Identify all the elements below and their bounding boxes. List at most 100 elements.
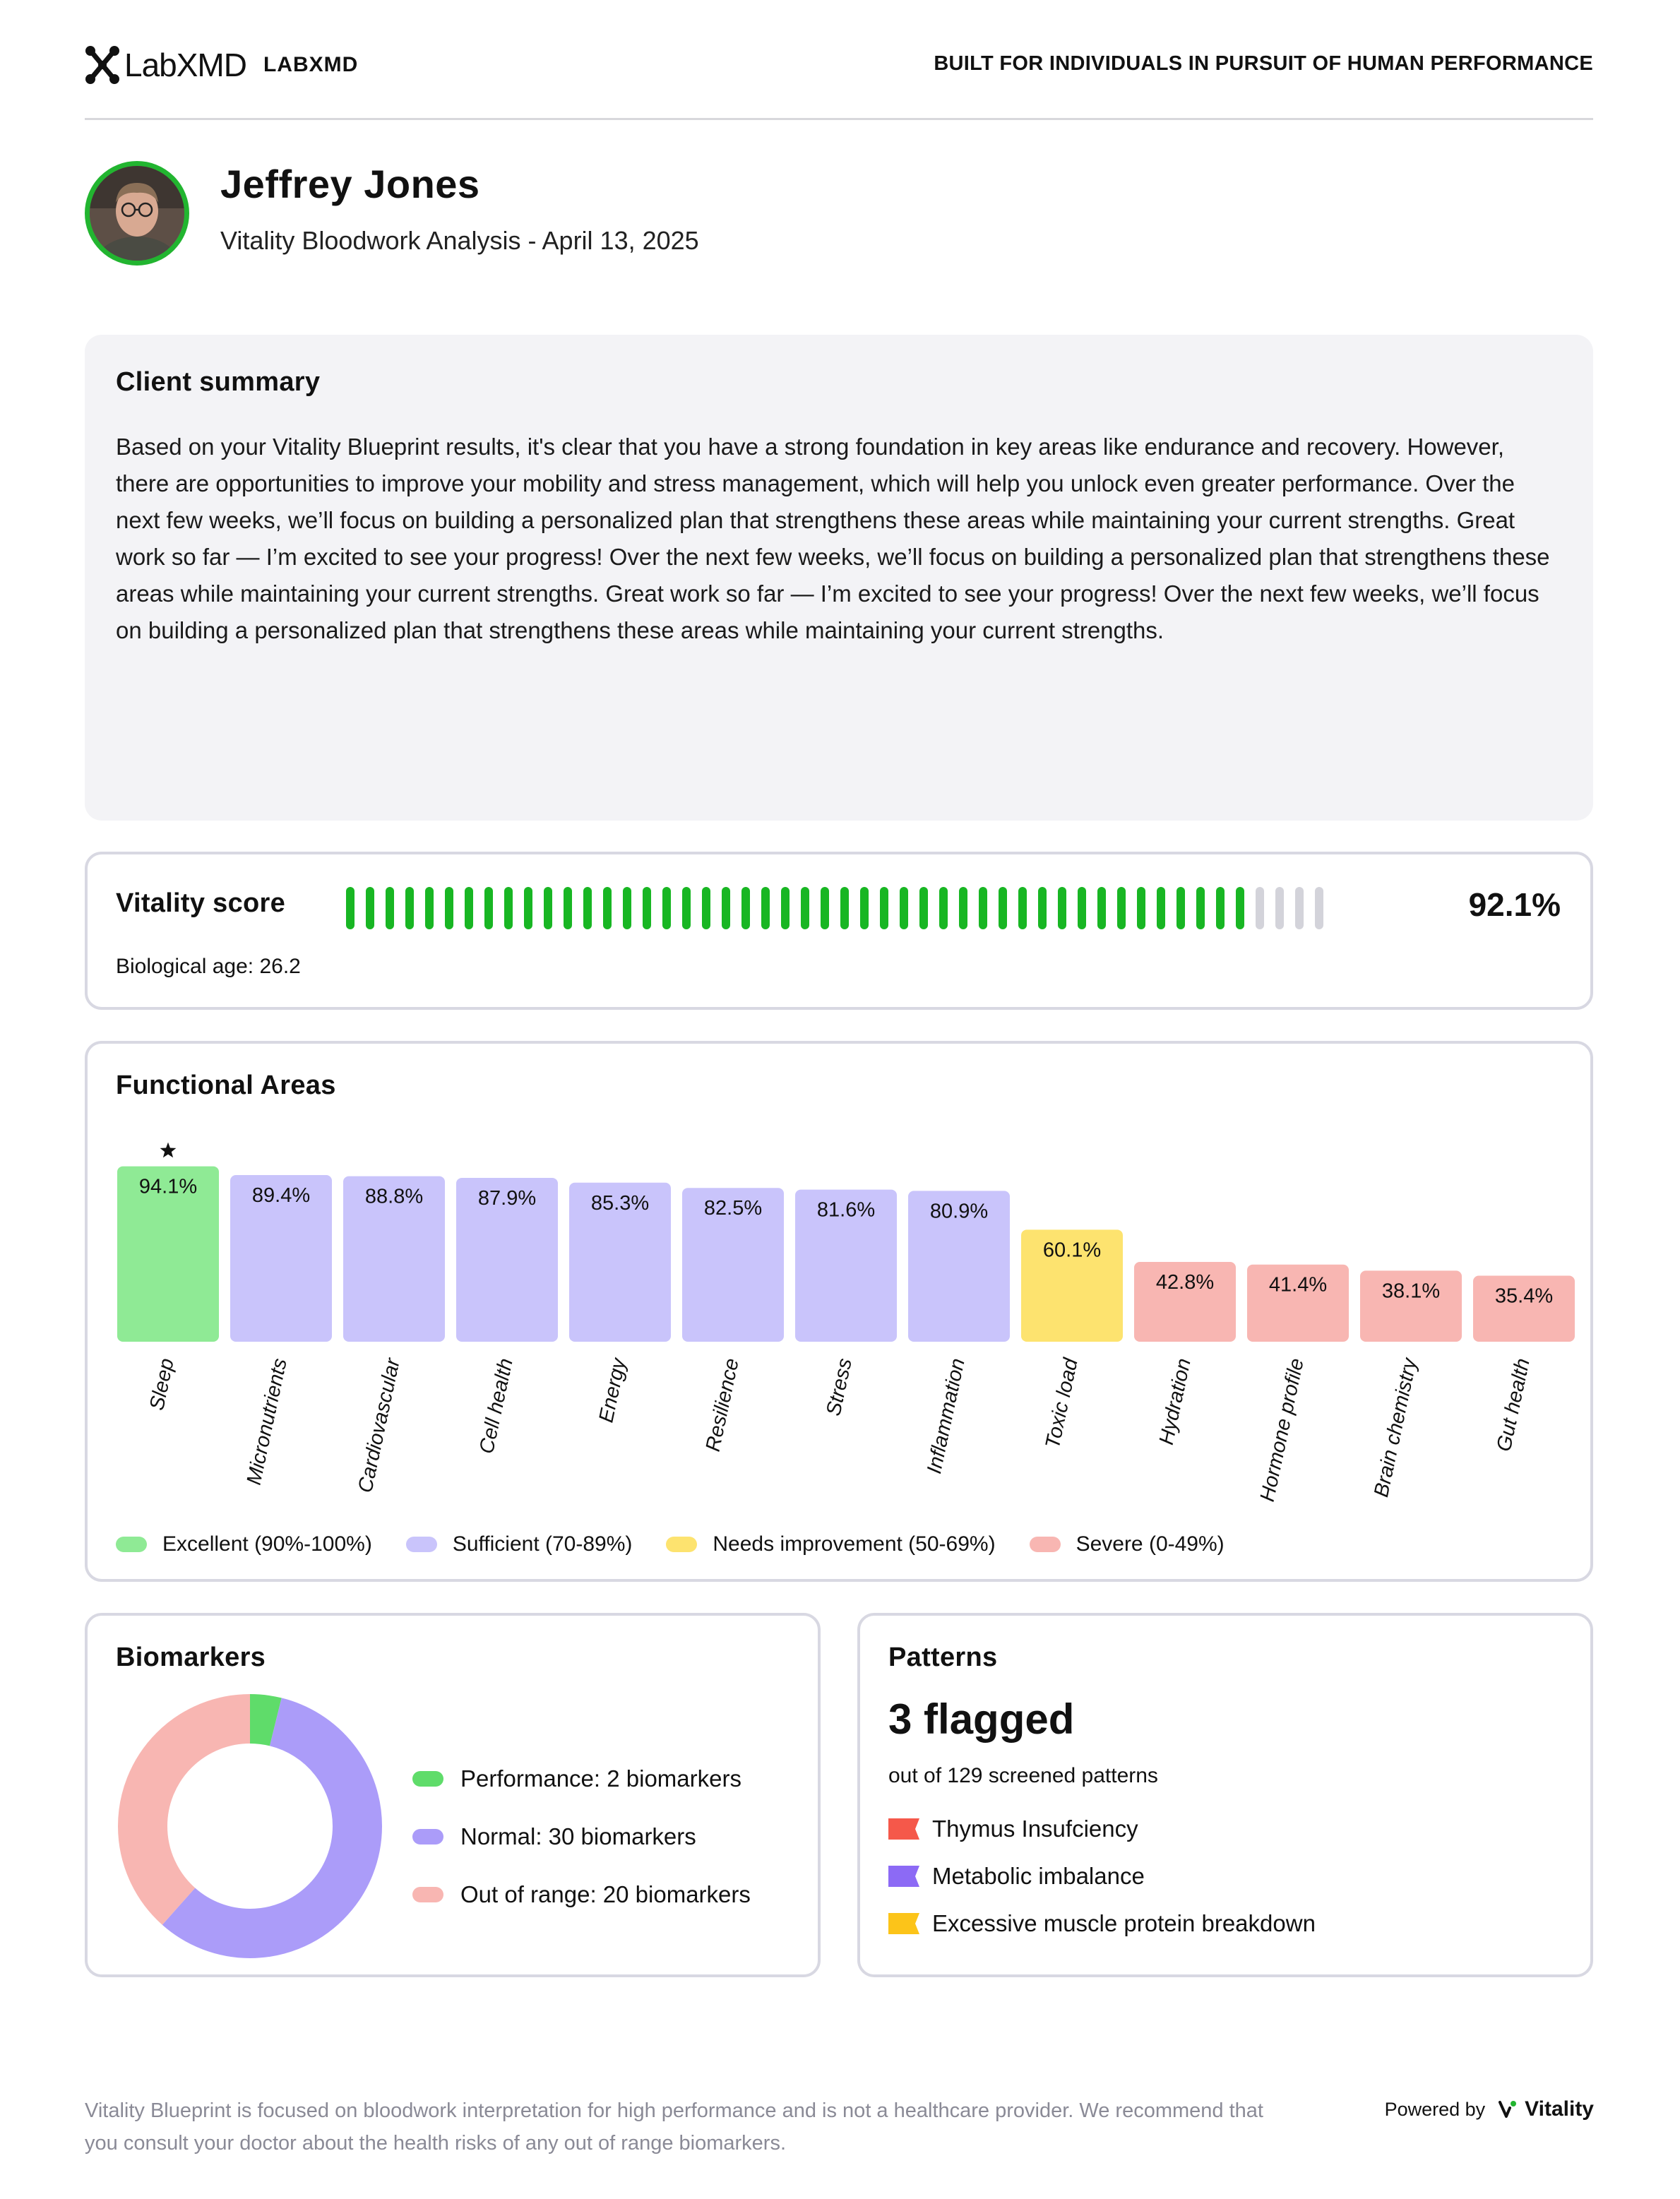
vitality-meter-tick (1315, 887, 1323, 929)
category-label: Hydration (1155, 1357, 1196, 1447)
vitality-logo-icon (1499, 2101, 1517, 2118)
category-label: Inflammation (923, 1357, 970, 1476)
legend-swatch (405, 1537, 437, 1552)
biomarker-legend-label: Out of range: 20 biomarkers (460, 1881, 751, 1907)
biomarker-legend-label: Normal: 30 biomarkers (460, 1823, 696, 1849)
legend-swatch (1029, 1537, 1061, 1552)
report-subtitle: Vitality Bloodwork Analysis - April 13, … (220, 226, 699, 255)
vitality-meter-tick (564, 887, 572, 929)
bar-value-label: 35.4% (1495, 1285, 1553, 1308)
vitality-meter-tick (1078, 887, 1086, 929)
vitality-meter-tick (405, 887, 414, 929)
vitality-meter-tick (366, 887, 374, 929)
vitality-meter-tick (425, 887, 434, 929)
bar-value-label: 38.1% (1382, 1280, 1440, 1302)
vitality-meter-tick (386, 887, 394, 929)
legend-item: Excellent (90%-100%) (116, 1532, 372, 1556)
category-label: Stress (822, 1357, 856, 1418)
logo[interactable]: LabXMD LABXMD (85, 42, 358, 88)
biomarker-legend-item: Performance: 2 biomarkers (412, 1750, 751, 1808)
patterns-screened-text: out of 129 screened patterns (888, 1764, 1158, 1787)
vitality-meter-tick (524, 887, 532, 929)
pattern-item: Metabolic imbalance (888, 1852, 1316, 1900)
bar-11 (1360, 1270, 1462, 1342)
legend-item: Severe (0-49%) (1029, 1532, 1225, 1556)
vitality-meter-tick (1196, 887, 1205, 929)
vitality-meter-tick (1038, 887, 1047, 929)
vitality-meter-tick (702, 887, 710, 929)
category-label: Sleep (145, 1357, 179, 1412)
legend-label: Severe (0-49%) (1076, 1532, 1225, 1556)
biomarker-legend-label: Performance: 2 biomarkers (460, 1765, 741, 1792)
bar-value-label: 89.4% (252, 1184, 310, 1207)
vitality-meter-tick (1018, 887, 1027, 929)
vitality-meter-tick (900, 887, 908, 929)
vitality-meter-tick (939, 887, 948, 929)
vitality-meter-tick (880, 887, 888, 929)
pattern-item: Excessive muscle protein breakdown (888, 1900, 1316, 1947)
bar-8 (1021, 1229, 1123, 1342)
client-summary-card: Client summary Based on your Vitality Bl… (85, 335, 1593, 821)
client-name: Jeffrey Jones (220, 162, 480, 206)
vitality-meter-tick (1216, 887, 1225, 929)
functional-areas-card: Functional Areas 94.1% Sleep 89.4% Micronut… (85, 1041, 1593, 1582)
client-summary-title: Client summary (116, 367, 321, 397)
vitality-meter-tick (544, 887, 552, 929)
category-label: Toxic load (1042, 1356, 1083, 1450)
functional-areas-bar-chart: 94.1% Sleep 89.4% Micronutrients 88.8% Cardio… (117, 1142, 1575, 1503)
patterns-flagged-count: 3 flagged (888, 1696, 1075, 1743)
powered-by-label: Powered by (1384, 2098, 1486, 2120)
header: LabXMD LABXMD BUILT FOR INDIVIDUALS IN P… (85, 42, 1593, 120)
bar-5 (682, 1188, 784, 1342)
vitality-meter-tick (722, 887, 730, 929)
vitality-meter-tick (346, 887, 355, 929)
flag-icon (888, 1865, 919, 1887)
biomarkers-card: Biomarkers Performance: 2 biomarkers Norm… (85, 1613, 821, 1977)
legend-label: Excellent (90%-100%) (162, 1532, 372, 1556)
vitality-meter-tick (662, 887, 671, 929)
bar-value-label: 42.8% (1156, 1271, 1214, 1294)
vitality-meter-tick (801, 887, 809, 929)
vitality-meter-tick (583, 887, 592, 929)
vitality-meter-tick (840, 887, 849, 929)
category-label: Micronutrients (243, 1357, 292, 1487)
vitality-meter-tick (999, 887, 1007, 929)
logo-text: LabXMD (124, 47, 247, 83)
bar-value-label: 87.9% (478, 1187, 536, 1210)
labxmd-logo-icon (85, 46, 119, 84)
category-label: Brain chemistry (1370, 1355, 1422, 1499)
powered-by[interactable]: Powered by Vitality (1385, 2097, 1594, 2121)
vitality-brand-label: Vitality (1525, 2097, 1594, 2121)
vitality-meter-tick (1295, 887, 1304, 929)
vitality-meter-tick (860, 887, 869, 929)
bar-value-label: 88.8% (365, 1186, 423, 1208)
donut-slice-2 (118, 1694, 382, 1958)
patterns-title: Patterns (888, 1643, 998, 1672)
biomarker-legend-item: Normal: 30 biomarkers (412, 1808, 751, 1866)
biomarker-legend-item: Out of range: 20 biomarkers (412, 1866, 751, 1924)
flag-icon (888, 1818, 919, 1840)
bar-10 (1247, 1264, 1349, 1342)
pattern-item: Thymus Insufciency (888, 1805, 1316, 1852)
vitality-meter-tick (781, 887, 790, 929)
bar-value-label: 81.6% (817, 1199, 875, 1222)
pattern-label: Excessive muscle protein breakdown (932, 1909, 1316, 1936)
bar-value-label: 41.4% (1269, 1274, 1327, 1297)
bar-9 (1134, 1262, 1236, 1342)
biomarkers-donut-chart (118, 1694, 382, 1958)
legend-swatch (116, 1537, 147, 1552)
vitality-meter-tick (603, 887, 612, 929)
legend-swatch (412, 1887, 443, 1902)
vitality-meter-tick (623, 887, 631, 929)
legend-swatch (412, 1771, 443, 1787)
patterns-card: Patterns 3 flagged out of 129 screened p… (857, 1613, 1593, 1977)
bar-12 (1473, 1275, 1575, 1342)
vitality-meter-tick (484, 887, 493, 929)
legend-swatch (666, 1537, 698, 1552)
vitality-meter-tick (1117, 887, 1126, 929)
vitality-meter-tick (821, 887, 829, 929)
legend-swatch (412, 1829, 443, 1845)
vitality-meter-tick (761, 887, 770, 929)
bar-value-label: 60.1% (1043, 1239, 1101, 1261)
vitality-brand: Vitality (1498, 2097, 1594, 2121)
